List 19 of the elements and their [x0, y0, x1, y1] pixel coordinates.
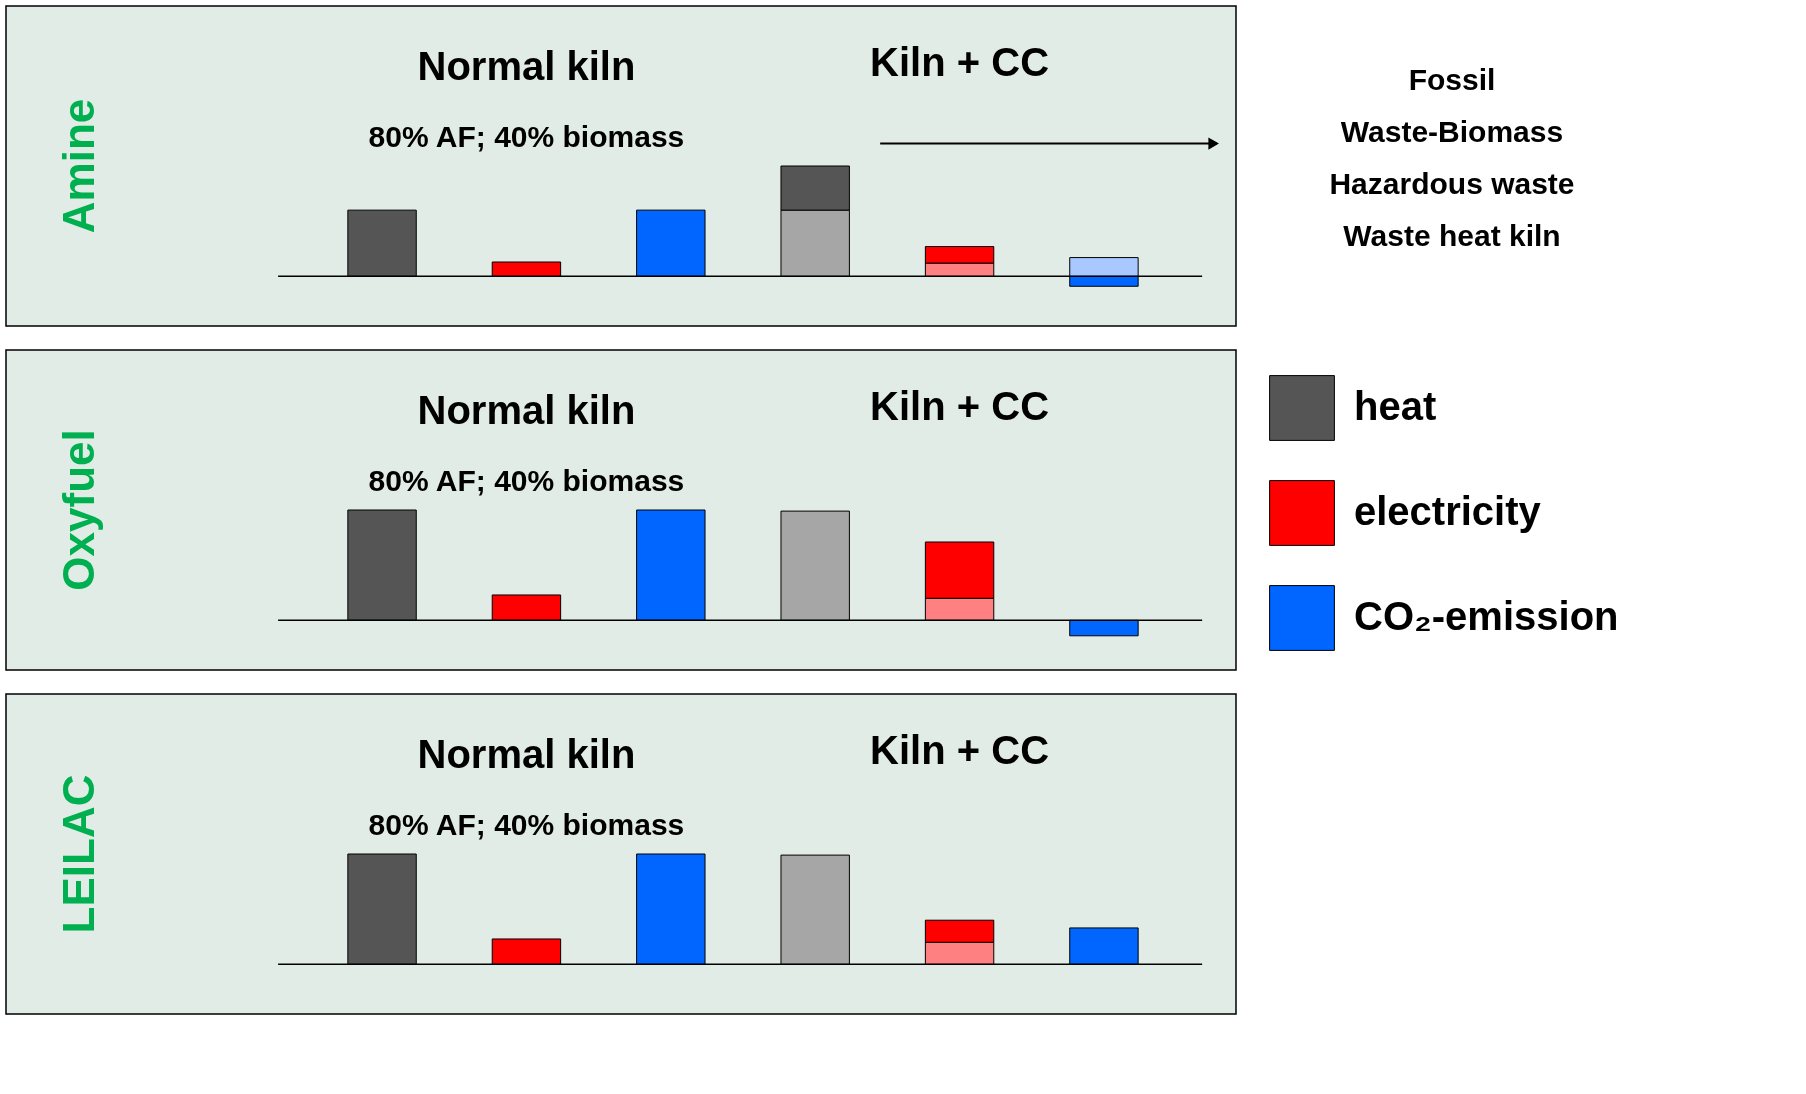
text: Kiln + CC — [870, 728, 1050, 772]
text: Waste-Biomass — [1340, 115, 1564, 148]
legend-label: CO₂-emission — [1354, 594, 1619, 638]
text: Normal kiln — [417, 388, 636, 432]
text: Normal kiln — [417, 732, 636, 776]
text: Normal kiln — [417, 44, 636, 88]
text: Kiln + CC — [870, 384, 1050, 428]
legend-label: electricity — [1354, 489, 1542, 533]
legend-label: heat — [1354, 384, 1437, 428]
text: 80% AF; 40% biomass — [368, 120, 685, 153]
chart-title: LEILAC — [54, 774, 103, 934]
chart-title: Oxyfuel — [54, 429, 103, 591]
text: Fossil — [1408, 63, 1496, 96]
text: 80% AF; 40% biomass — [368, 464, 685, 497]
text: Hazardous waste — [1329, 167, 1575, 200]
chart-title: Amine — [54, 98, 103, 234]
text: Waste heat kiln — [1343, 219, 1561, 252]
text: 80% AF; 40% biomass — [368, 808, 685, 841]
text: Kiln + CC — [870, 40, 1050, 84]
